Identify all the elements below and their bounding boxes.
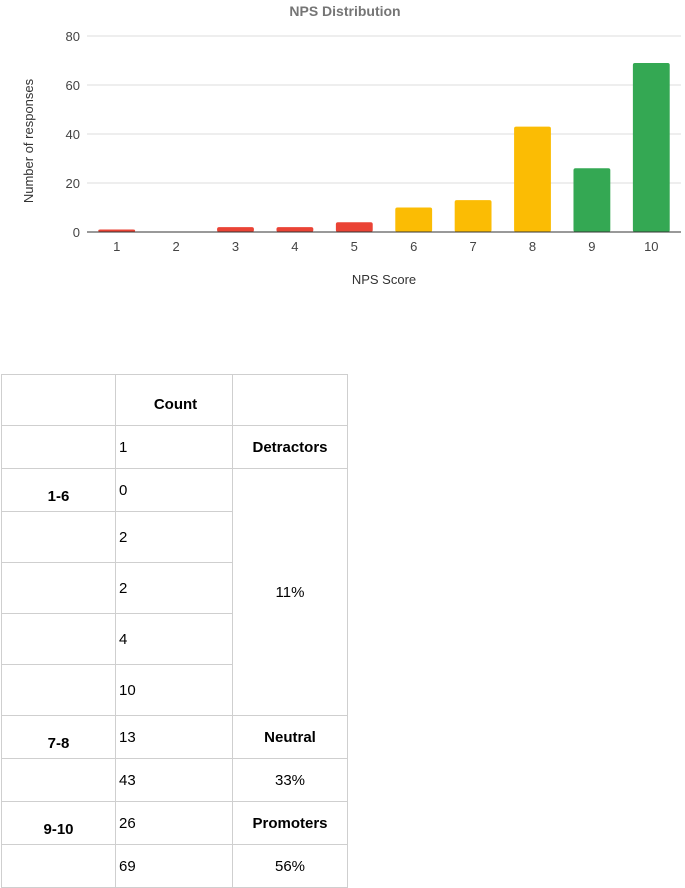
table-row: 9-10 26 Promoters	[1, 801, 348, 845]
table-row: 2	[1, 562, 348, 614]
table-cell	[1, 664, 116, 716]
x-tick-label: 10	[644, 239, 658, 254]
y-tick-label: 60	[66, 78, 80, 93]
x-axis-ticks: 1 2 3 4 5 6 7 8 9 10	[113, 239, 658, 254]
bar-score-8	[514, 126, 551, 232]
chart-gridlines	[87, 35, 681, 184]
bar-score-1	[98, 229, 136, 232]
table-header-row: Count	[1, 374, 348, 426]
table-cell	[1, 758, 116, 802]
detractors-percent: 11%	[232, 468, 348, 716]
y-tick-label: 20	[66, 176, 80, 191]
neutral-label: Neutral	[232, 715, 348, 759]
x-axis-label: NPS Score	[352, 272, 416, 287]
y-tick-label: 0	[73, 225, 80, 240]
table-cell	[1, 425, 116, 469]
bar-score-4	[276, 227, 314, 232]
table-row: 4	[1, 613, 348, 665]
promoters-label: Promoters	[232, 801, 348, 845]
x-tick-label: 2	[172, 239, 179, 254]
chart-title: NPS Distribution	[289, 3, 400, 19]
count-cell: 1	[115, 425, 233, 469]
y-axis-label: Number of responses	[21, 78, 36, 203]
count-cell: 4	[115, 613, 233, 665]
count-cell: 2	[115, 562, 233, 614]
promoters-range: 9-10	[1, 801, 116, 845]
count-cell: 26	[115, 801, 233, 845]
x-tick-label: 5	[351, 239, 358, 254]
y-axis-ticks: 0 20 40 60 80	[66, 29, 80, 240]
count-cell: 69	[115, 844, 233, 888]
count-cell: 10	[115, 664, 233, 716]
table-row: 69 56%	[1, 844, 348, 888]
count-cell: 2	[115, 511, 233, 563]
count-header: Count	[115, 374, 233, 426]
y-tick-label: 80	[66, 29, 80, 44]
detractors-label: Detractors	[232, 425, 348, 469]
bar-score-5	[335, 222, 373, 232]
neutral-range: 7-8	[1, 715, 116, 759]
nps-distribution-chart: NPS Distribution 0 20 40 60 80 1 2 3 4 5 6 7 8 9 10 N…	[21, 3, 681, 287]
chart-bars	[98, 62, 670, 233]
bar-score-3	[217, 227, 254, 232]
count-cell: 43	[115, 758, 233, 802]
count-cell: 0	[115, 468, 233, 512]
table-cell	[1, 511, 116, 563]
bar-score-10	[632, 62, 670, 233]
table-row: 43 33%	[1, 758, 348, 802]
detractors-range: 1-6	[1, 468, 116, 512]
promoters-percent: 56%	[232, 844, 348, 888]
x-tick-label: 6	[410, 239, 417, 254]
table-row: 1-6 0 11%	[1, 468, 348, 716]
table-row: 2	[1, 511, 348, 563]
bar-score-7	[454, 200, 492, 232]
bar-score-6	[395, 207, 433, 232]
x-tick-label: 1	[113, 239, 120, 254]
y-tick-label: 40	[66, 127, 80, 142]
table-cell	[232, 374, 348, 426]
table-cell	[1, 562, 116, 614]
table-cell	[1, 374, 116, 426]
x-tick-label: 8	[529, 239, 536, 254]
neutral-percent: 33%	[232, 758, 348, 802]
x-tick-label: 7	[469, 239, 476, 254]
table-row: 1 Detractors	[1, 425, 348, 469]
x-tick-label: 4	[291, 239, 298, 254]
table-cell	[1, 844, 116, 888]
table-row: 7-8 13 Neutral	[1, 715, 348, 759]
table-cell	[1, 613, 116, 665]
count-cell: 13	[115, 715, 233, 759]
bar-score-9	[573, 168, 611, 232]
nps-count-table: Count 1 Detractors 1-6 0 11% 2 2 4 10 7-…	[1, 374, 348, 888]
x-tick-label: 3	[232, 239, 239, 254]
x-tick-label: 9	[588, 239, 595, 254]
